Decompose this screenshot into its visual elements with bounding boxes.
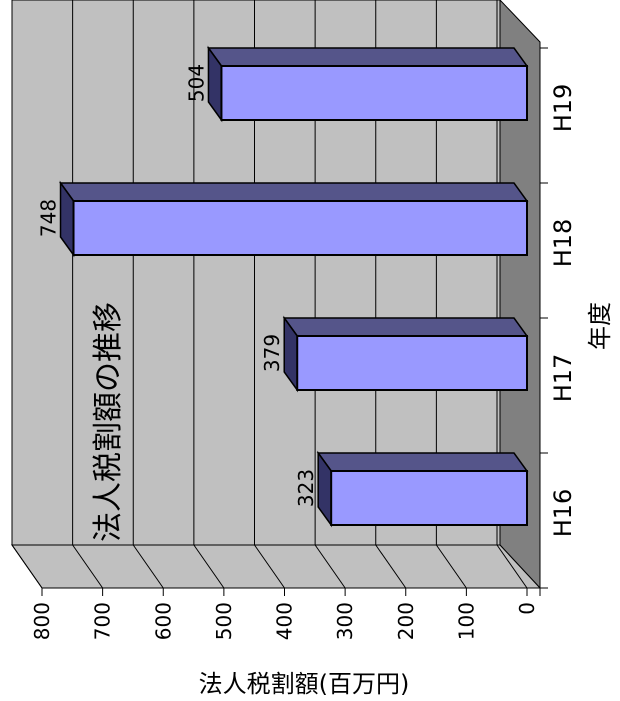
category-tick-label: H19 bbox=[549, 84, 577, 133]
category-axis-title: 年度 bbox=[586, 302, 614, 350]
gridline-floor bbox=[435, 544, 467, 589]
category-tick-label: H17 bbox=[549, 354, 577, 403]
bar-top bbox=[59, 182, 529, 202]
data-labels: 323 379 748 504 bbox=[37, 64, 319, 507]
data-label: 504 bbox=[184, 64, 208, 102]
data-label: 323 bbox=[294, 469, 318, 507]
bar bbox=[330, 470, 528, 526]
bar-top bbox=[282, 317, 529, 337]
gridline-floor bbox=[193, 544, 225, 589]
value-tick-label: 200 bbox=[394, 602, 418, 640]
bar-top bbox=[316, 452, 529, 472]
bar bbox=[296, 335, 529, 391]
value-tick-label: 100 bbox=[454, 602, 478, 640]
bars bbox=[59, 45, 529, 528]
gridline-floor bbox=[375, 544, 407, 589]
data-label: 748 bbox=[37, 199, 61, 237]
gridline-floor bbox=[254, 544, 285, 589]
value-tick-label: 800 bbox=[30, 602, 54, 640]
plot-floor bbox=[11, 544, 542, 589]
value-tick-label: 300 bbox=[333, 602, 357, 640]
bar bbox=[220, 65, 528, 121]
value-tick-labels: 0 100 200 300 400 500 600 700 800 bbox=[30, 602, 539, 640]
gridline-floor bbox=[132, 544, 164, 589]
category-tick-labels: H16 H17 H18 H19 bbox=[549, 84, 577, 538]
gridline-floor bbox=[72, 544, 104, 589]
value-axis-title: 法人税割額(百万円) bbox=[199, 670, 410, 698]
bar bbox=[72, 200, 529, 256]
value-tick-label: 0 bbox=[515, 602, 539, 615]
bar-top bbox=[206, 47, 529, 67]
gridline-floor bbox=[496, 544, 528, 589]
gridline-floor bbox=[11, 544, 43, 589]
value-tick-label: 700 bbox=[91, 602, 115, 640]
data-label: 379 bbox=[260, 334, 284, 372]
value-tick-label: 600 bbox=[151, 602, 175, 640]
gridline-floor bbox=[314, 544, 346, 589]
chart-title: 法人税割額の推移 bbox=[91, 302, 126, 542]
category-tick-label: H18 bbox=[549, 219, 577, 268]
category-tick-label: H16 bbox=[549, 489, 577, 538]
value-tick-label: 400 bbox=[273, 602, 297, 640]
value-tick-label: 500 bbox=[212, 602, 236, 640]
